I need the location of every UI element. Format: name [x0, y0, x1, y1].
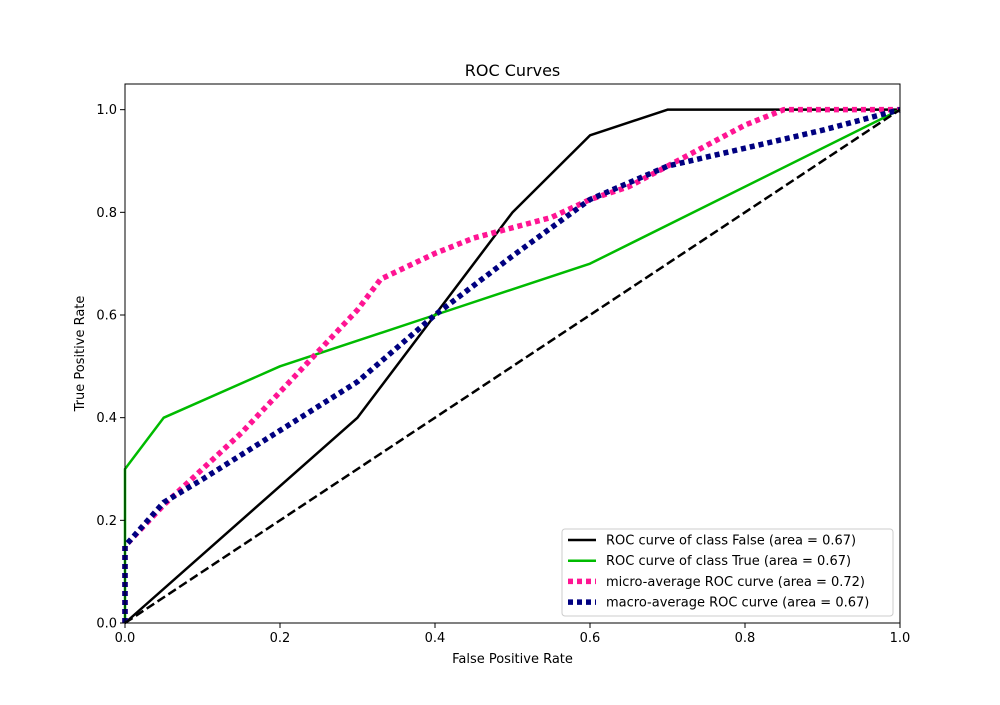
y-axis: 0.0 0.2 0.4 0.6 0.8 1.0: [96, 103, 125, 632]
y-tick-label: 0.6: [96, 309, 117, 324]
x-tick-label: 0.6: [580, 631, 601, 646]
series-line-4: [122, 107, 901, 623]
y-tick-label: 0.4: [96, 411, 117, 426]
y-tick-label: 0.0: [96, 617, 117, 632]
x-tick-label: 0.8: [735, 631, 756, 646]
legend: ROC curve of class False (area = 0.67) RO…: [561, 528, 894, 617]
chart-title: ROC Curves: [465, 61, 561, 80]
y-tick-label: 0.2: [96, 514, 117, 529]
y-axis-label: True Positive Rate: [73, 296, 88, 413]
x-tick-label: 0.0: [115, 631, 136, 646]
x-tick-label: 0.4: [425, 631, 446, 646]
plot-frame: [124, 83, 901, 624]
legend-label: ROC curve of class True (area = 0.67): [606, 554, 851, 569]
reference-diagonal-line: [124, 108, 901, 625]
y-tick-label: 0.8: [96, 206, 117, 221]
x-axis-label: False Positive Rate: [452, 652, 573, 667]
legend-box: [561, 528, 894, 617]
x-tick-label: 1.0: [890, 631, 911, 646]
x-tick-label: 0.2: [270, 631, 291, 646]
series-line-1: [124, 108, 900, 624]
legend-label: micro-average ROC curve (area = 0.72): [606, 575, 865, 590]
series-line-3: [122, 106, 900, 623]
x-axis: 0.0 0.2 0.4 0.6 0.8 1.0: [115, 623, 911, 646]
legend-label: macro-average ROC curve (area = 0.67): [606, 596, 869, 611]
y-tick-label: 1.0: [96, 103, 117, 118]
legend-label: ROC curve of class False (area = 0.67): [606, 534, 856, 549]
